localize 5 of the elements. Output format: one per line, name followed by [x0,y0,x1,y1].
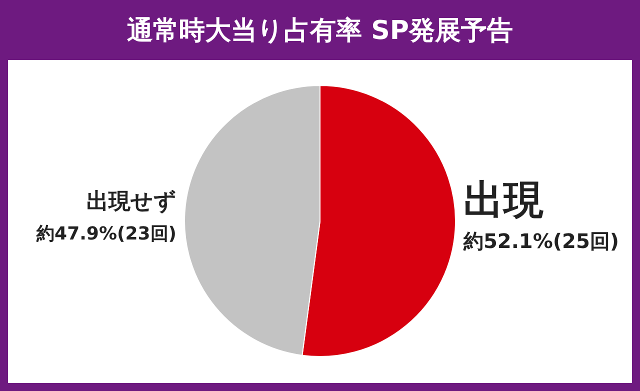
slice-label: 出現 [464,177,544,224]
chart-title: 通常時大当り占有率 SP発展予告 [126,14,514,48]
slice-label: 出現せず [86,190,176,215]
data-label: 約47.9%(23回) [36,224,176,245]
data-label: 約52.1%(25回) [462,229,619,254]
